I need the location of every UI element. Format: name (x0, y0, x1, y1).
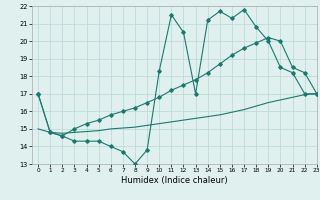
X-axis label: Humidex (Indice chaleur): Humidex (Indice chaleur) (121, 176, 228, 185)
